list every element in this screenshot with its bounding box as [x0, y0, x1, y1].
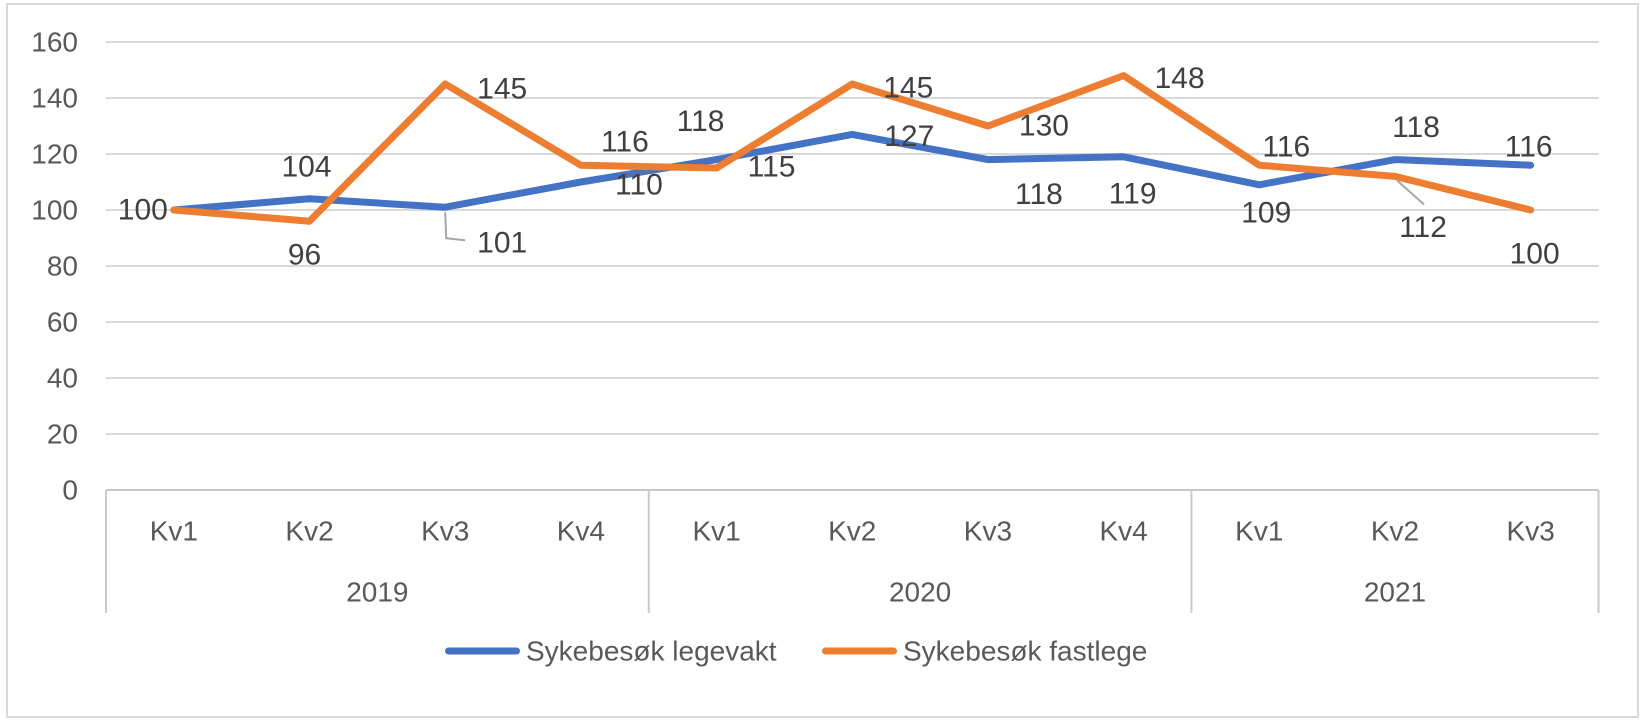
category-label: Kv1: [1235, 516, 1283, 547]
year-label: 2020: [889, 577, 951, 608]
category-label: Kv2: [1371, 516, 1419, 547]
category-label: Kv4: [557, 516, 605, 547]
y-tick-label: 120: [31, 139, 78, 170]
category-label: Kv3: [1507, 516, 1555, 547]
gridlines-group: [106, 41, 1599, 435]
y-tick-label: 20: [47, 419, 78, 450]
data-label-fastlege: 96: [288, 239, 321, 272]
legend-swatch-fastlege: [822, 647, 897, 655]
y-tick-label: 60: [47, 307, 78, 338]
y-axis-labels-group: 0 20 40 60 80 100 120 140 160: [31, 27, 78, 506]
data-label-fastlege: 148: [1155, 62, 1205, 95]
data-label-legevakt: 118: [1392, 111, 1440, 144]
data-label-leader-line: [444, 212, 466, 242]
category-label: Kv3: [421, 516, 469, 547]
y-tick-label: 0: [62, 475, 78, 506]
data-label-fastlege: 112: [1399, 211, 1447, 244]
data-label-legevakt: 116: [1505, 131, 1553, 164]
data-label-fastlege: 116: [1262, 131, 1310, 164]
series-line-legevakt: [170, 130, 1535, 214]
y-tick-label: 140: [31, 83, 78, 114]
category-label: Kv4: [1099, 516, 1147, 547]
data-label-fastlege: 130: [1019, 110, 1069, 143]
category-label: Kv2: [285, 516, 333, 547]
legend-label-fastlege: Sykebesøk fastlege: [903, 636, 1147, 667]
series-line-fastlege: [170, 72, 1535, 225]
data-label-legevakt: 119: [1109, 177, 1157, 210]
data-labels-group: 100 104 101 110 118 127 118 119 109 118 116 96 145 11…: [118, 62, 1560, 272]
data-label-leader-line: [1396, 179, 1425, 206]
year-label: 2021: [1364, 577, 1426, 608]
data-label-fastlege: 145: [477, 73, 527, 106]
data-label-legevakt: 118: [1015, 178, 1063, 211]
data-label-legevakt: 110: [615, 169, 663, 202]
category-label: Kv1: [150, 516, 198, 547]
data-label-fastlege: 116: [601, 126, 649, 159]
data-label-fastlege: 100: [1510, 238, 1560, 271]
data-label-legevakt: 104: [281, 150, 331, 183]
chart-border: [6, 3, 1639, 718]
category-label: Kv1: [692, 516, 740, 547]
data-label-legevakt: 100: [118, 194, 168, 227]
x-axis-group: Kv1 Kv2 Kv3 Kv4 Kv1 Kv2 Kv3 Kv4 Kv1 Kv2 Kv3 2019 202…: [105, 489, 1600, 613]
legend: Sykebesøk legevakt Sykebesøk fastlege: [445, 636, 1147, 667]
series-group: [170, 72, 1535, 225]
legend-label-legevakt: Sykebesøk legevakt: [526, 636, 777, 667]
y-tick-label: 160: [31, 27, 78, 58]
year-label: 2019: [346, 577, 408, 608]
data-label-fastlege: 145: [883, 72, 933, 105]
data-label-legevakt: 127: [884, 120, 934, 153]
data-label-legevakt: 109: [1241, 196, 1291, 229]
y-tick-label: 100: [31, 195, 78, 226]
legend-swatch-legevakt: [445, 647, 520, 655]
leader-lines-group: [444, 179, 1425, 242]
category-label: Kv3: [964, 516, 1012, 547]
category-label: Kv2: [828, 516, 876, 547]
data-label-legevakt: 118: [677, 105, 725, 138]
data-label-fastlege: 115: [748, 151, 796, 184]
y-tick-label: 40: [47, 363, 78, 394]
data-label-legevakt: 101: [477, 227, 527, 260]
y-tick-label: 80: [47, 251, 78, 282]
